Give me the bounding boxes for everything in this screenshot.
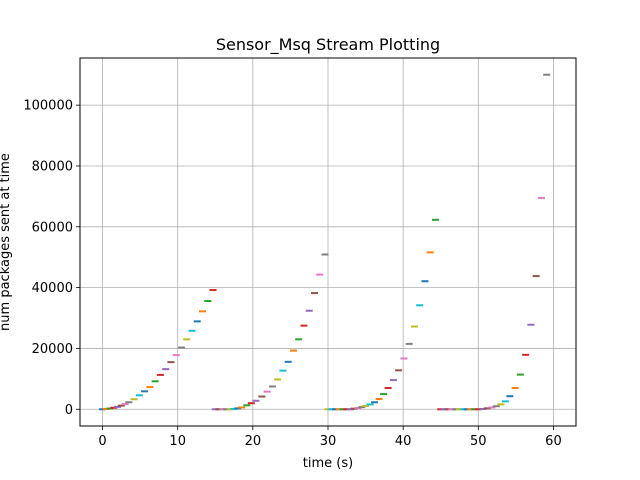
x-tick-label: 20 [245, 434, 262, 449]
y-axis-label: num packages sent at time [0, 153, 13, 331]
y-tick-label: 80000 [32, 159, 73, 174]
grid-lines [80, 58, 576, 426]
x-tick-label: 10 [169, 434, 186, 449]
y-tick-label: 100000 [23, 99, 73, 114]
x-axis-label: time (s) [303, 456, 353, 471]
x-tick-label: 50 [470, 434, 487, 449]
x-tick-label: 30 [320, 434, 337, 449]
y-tick-label: 0 [65, 403, 73, 418]
y-tick-label: 20000 [32, 342, 73, 357]
y-tick-label: 60000 [32, 220, 73, 235]
x-tick-label: 0 [98, 434, 106, 449]
plot-area [99, 73, 551, 411]
chart-title: Sensor_Msq Stream Plotting [216, 35, 440, 55]
x-tick-label: 60 [545, 434, 562, 449]
x-tick-label: 40 [395, 434, 412, 449]
axis-ticks: 0 10 20 30 40 50 60 0 20000 40000 60000 80000 100000 [23, 99, 561, 449]
y-tick-label: 40000 [32, 281, 73, 296]
